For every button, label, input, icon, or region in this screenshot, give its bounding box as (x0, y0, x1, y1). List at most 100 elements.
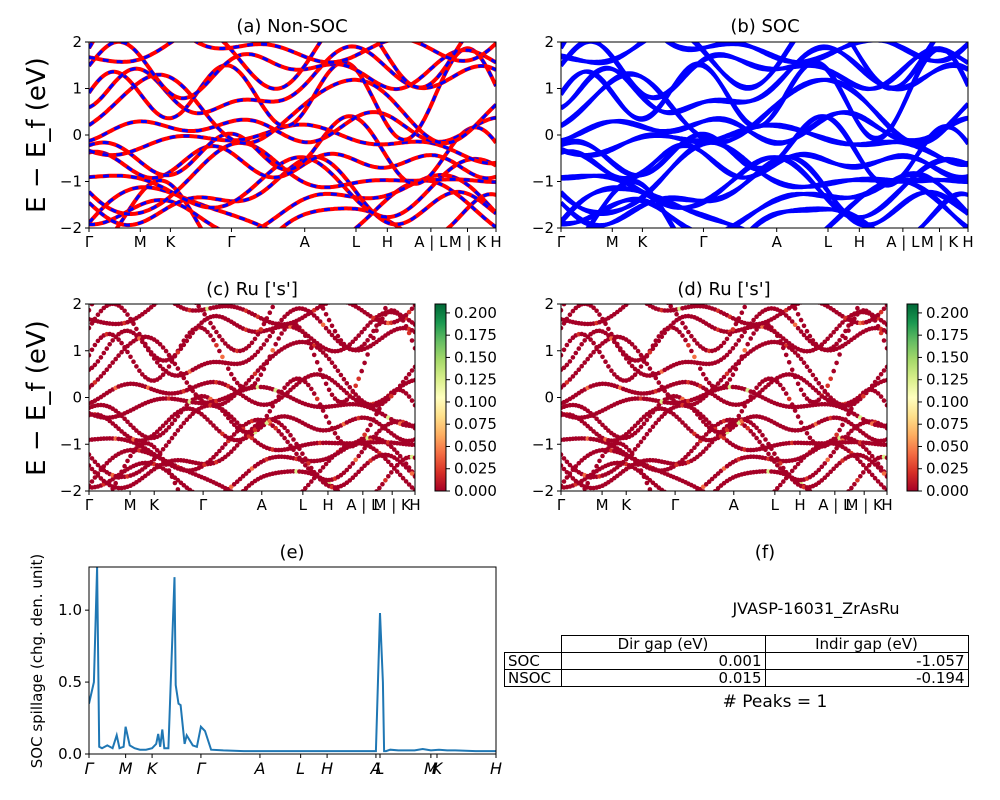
band-point (778, 466, 783, 471)
band-point (122, 345, 127, 350)
band-point (576, 460, 582, 466)
band-point (338, 385, 344, 391)
band-point (567, 473, 573, 478)
band-point (754, 385, 759, 391)
panel-d-title: (d) Ru ['s'] (677, 279, 770, 300)
band-point (644, 480, 650, 486)
band-point (166, 417, 172, 423)
band-point (359, 466, 365, 472)
band-point (306, 466, 311, 471)
band-point (258, 346, 264, 351)
band-point (335, 488, 341, 491)
band-point (579, 342, 584, 347)
band-point (594, 416, 599, 422)
band-point (400, 379, 406, 385)
x-tick-label: H (322, 496, 333, 514)
band-point (618, 462, 623, 468)
band-point (603, 321, 608, 327)
band-point (597, 458, 602, 464)
band-point (335, 435, 341, 441)
band-point (95, 312, 101, 318)
band-point (878, 330, 884, 336)
band-point (727, 425, 733, 430)
band-point (208, 320, 213, 326)
band-point (852, 481, 857, 487)
band-point (748, 336, 753, 341)
band-point (154, 453, 160, 459)
band-point (564, 459, 570, 465)
band-line-dashed (89, 110, 496, 144)
band-point (397, 472, 403, 478)
band-point (233, 490, 235, 491)
band-point (309, 345, 314, 351)
band-point (680, 333, 685, 338)
x-tick-label: M (596, 496, 609, 514)
band-point (163, 348, 169, 354)
band-point (884, 322, 887, 327)
band-point (653, 406, 659, 412)
band-point (249, 355, 255, 360)
band-point (255, 368, 261, 373)
band-point (727, 349, 733, 355)
band-point (585, 334, 590, 340)
band-point (243, 471, 249, 476)
band-point (706, 443, 712, 448)
band-point (95, 377, 101, 382)
band-point (713, 496, 718, 501)
x-tick-label: K (432, 759, 444, 778)
band-point (579, 271, 584, 276)
band-point (116, 263, 121, 268)
band-point (146, 274, 151, 279)
band-point (380, 481, 385, 487)
band-line (561, 42, 968, 65)
band-point (104, 346, 110, 351)
band-point (689, 348, 694, 354)
x-tick-label: H (962, 233, 973, 251)
band-point (229, 503, 234, 508)
band-point (190, 388, 195, 394)
band-point (644, 431, 650, 437)
band-point (394, 462, 400, 468)
band-point (234, 479, 240, 485)
band-point (875, 479, 881, 484)
band-point (288, 432, 293, 438)
band-point (173, 291, 178, 296)
band-point (252, 371, 258, 377)
x-tick-label: Γ (199, 496, 208, 514)
band-point (151, 457, 157, 462)
band-point (712, 473, 718, 479)
band-point (659, 334, 665, 340)
band-point (612, 268, 617, 273)
soc-dir-gap: 0.001 (560, 652, 766, 670)
x-tick-label: H (490, 233, 501, 251)
band-point (282, 435, 287, 441)
band-point (338, 338, 344, 343)
band-point (801, 323, 807, 329)
band-point (160, 430, 166, 436)
band-point (792, 322, 798, 328)
band-point (689, 492, 694, 497)
band-point (231, 393, 237, 399)
band-point (828, 469, 833, 475)
band-point (270, 304, 276, 310)
band-point (377, 485, 382, 491)
y-tick-label: 0.5 (58, 673, 82, 691)
band-point (822, 339, 828, 345)
y-tick-label: −2 (532, 482, 554, 500)
band-point (742, 506, 747, 511)
band-point (323, 353, 329, 358)
band-point (311, 391, 317, 396)
band-point (748, 505, 753, 510)
band-point (179, 291, 184, 296)
band-point (172, 431, 178, 437)
band-point (561, 382, 567, 388)
band-point (632, 372, 638, 378)
band-point (356, 395, 362, 401)
band-point (175, 487, 181, 491)
band-point (329, 332, 335, 338)
band-point (635, 428, 641, 433)
band-point (122, 416, 127, 422)
band-point (151, 304, 157, 308)
band-point (285, 382, 290, 387)
band-point (727, 368, 733, 373)
